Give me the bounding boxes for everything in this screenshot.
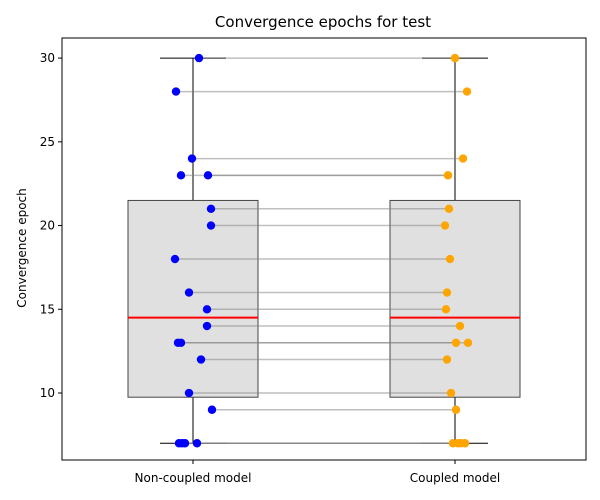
non-coupled-point (206, 204, 216, 214)
non-coupled-point (187, 154, 197, 163)
y-tick-label: 30 (40, 51, 55, 65)
non-coupled-point (202, 305, 212, 314)
coupled-point (462, 87, 472, 96)
coupled-point (450, 53, 460, 63)
y-tick-label: 20 (40, 219, 55, 233)
y-tick-label: 15 (40, 302, 55, 316)
axes: 10 15 20 25 30 Non-coupled model Coupled model (40, 51, 501, 485)
y-axis-title: Convergence epoch (15, 188, 29, 307)
non-coupled-point (206, 221, 216, 230)
non-coupled-point (171, 87, 181, 96)
non-coupled-point (184, 388, 194, 398)
plot-frame (61, 37, 587, 461)
y-tick-label: 10 (40, 386, 55, 400)
coupled-point (460, 439, 470, 448)
x-tick-label: Coupled model (410, 471, 500, 485)
non-coupled-point (176, 171, 186, 180)
non-coupled-point (176, 338, 186, 347)
coupled-point (441, 305, 451, 314)
non-coupled-point (203, 171, 213, 180)
coupled-point (440, 221, 450, 230)
coupled-point (446, 388, 456, 398)
non-coupled-point (194, 53, 204, 63)
y-tick-label: 25 (40, 135, 55, 149)
coupled-point (451, 405, 461, 414)
non-coupled-box (127, 199, 259, 398)
coupled-point (444, 204, 454, 214)
non-coupled-point (170, 254, 180, 264)
non-coupled-point (202, 321, 212, 331)
plot-area (127, 53, 521, 448)
non-coupled-point (180, 439, 190, 448)
coupled-box (389, 199, 521, 398)
non-coupled-point (192, 439, 202, 448)
coupled-point (442, 288, 452, 297)
non-coupled-point (184, 288, 194, 297)
coupled-point (458, 154, 468, 163)
chart-title: Convergence epochs for test (215, 13, 431, 31)
coupled-point (451, 338, 461, 347)
non-coupled-point (196, 355, 206, 364)
coupled-point (443, 171, 453, 180)
non-coupled-point (207, 405, 217, 414)
coupled-point (463, 338, 473, 347)
x-tick-label: Non-coupled model (135, 471, 252, 485)
coupled-point (445, 254, 455, 264)
coupled-point (455, 321, 465, 331)
coupled-point (442, 355, 452, 364)
